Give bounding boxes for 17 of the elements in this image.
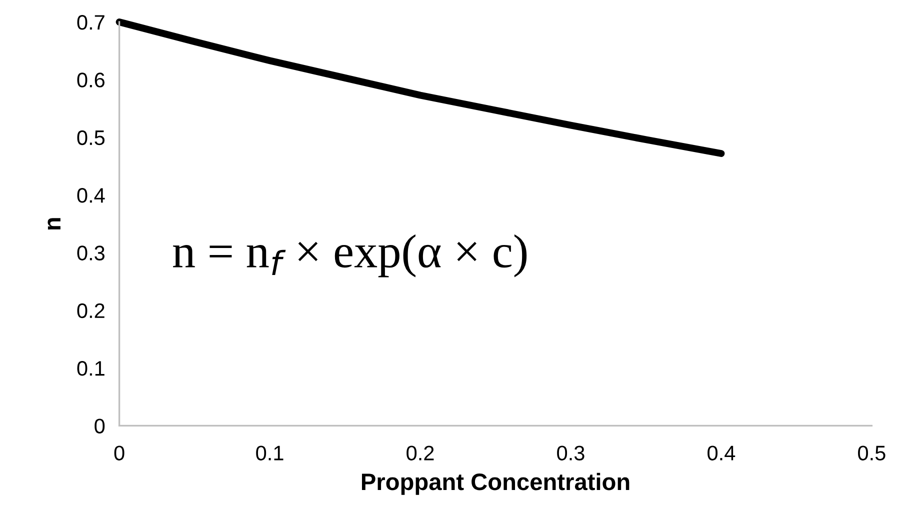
x-tick-label: 0.5 (858, 446, 886, 460)
y-tick-label: 0 (94, 418, 105, 434)
y-tick-label: 0.4 (77, 188, 105, 203)
y-tick-label: 0.1 (77, 361, 104, 376)
x-tick-label: 0.4 (708, 446, 736, 460)
x-tick-label: 0.3 (557, 446, 584, 460)
y-tick-label: 0.6 (77, 72, 104, 88)
x-axis-title: Proppant Concentration (362, 472, 630, 495)
x-tick-label: 0 (114, 446, 124, 460)
y-tick-label: 0.2 (77, 303, 104, 318)
x-tick-label: 0.1 (256, 446, 284, 460)
y-tick-label: 0.7 (77, 15, 104, 30)
y-tick-label: 0.5 (77, 130, 105, 146)
y-axis-title: n (48, 218, 60, 230)
y-tick-label: 0.3 (77, 246, 104, 260)
annotation: n = n$_{f}$ × exp(α × c) (173, 234, 527, 278)
x-tick-label: 0.2 (406, 446, 434, 460)
